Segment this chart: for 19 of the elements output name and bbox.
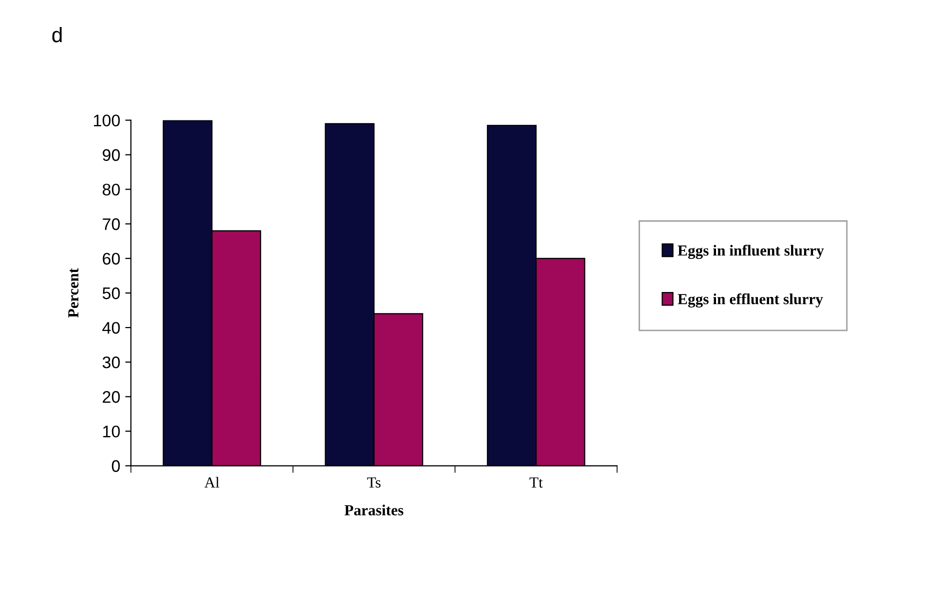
x-tick-label: Al xyxy=(204,476,220,488)
y-tick-label: 30 xyxy=(102,356,120,368)
x-tick-label: Ts xyxy=(367,477,381,488)
x-tick-label: Tt xyxy=(530,477,543,488)
y-tick-label: 100 xyxy=(94,114,120,126)
x-axis-title: Parasites xyxy=(344,504,404,516)
y-tick-label: 80 xyxy=(102,184,120,196)
y-tick-label: 70 xyxy=(102,218,120,230)
y-tick-label: 40 xyxy=(102,322,120,334)
y-tick-label: 10 xyxy=(103,426,120,438)
y-tick-label: 50 xyxy=(102,287,120,300)
y-axis-title: Percent xyxy=(68,268,78,318)
y-tick-label: 90 xyxy=(102,149,120,161)
chart-title: d xyxy=(52,27,62,42)
y-tick-label: 0 xyxy=(112,460,120,472)
y-tick-label: 60 xyxy=(102,252,120,265)
legend-label: Eggs in influent slurry xyxy=(678,244,824,259)
legend-label: Eggs in effluent slurry xyxy=(678,293,823,308)
y-tick-label: 20 xyxy=(102,391,120,403)
